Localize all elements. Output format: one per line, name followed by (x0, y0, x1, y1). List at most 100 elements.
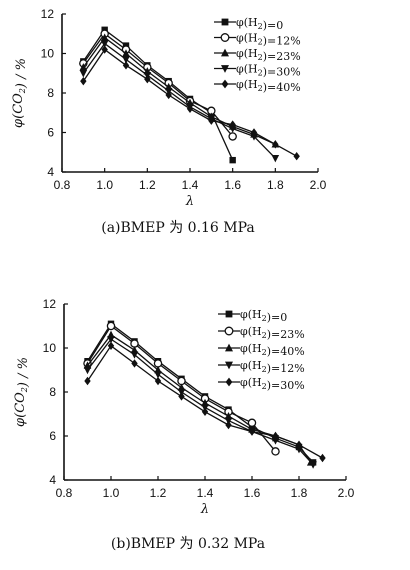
data-point (225, 420, 232, 430)
data-point (248, 427, 256, 436)
legend-marker (225, 377, 233, 387)
data-point (272, 431, 279, 441)
x-tick-label: 0.8 (54, 178, 71, 192)
legend-label: φ(H2)=23% (236, 47, 301, 63)
data-point (272, 140, 279, 149)
legend-marker (225, 343, 233, 352)
legend-label: φ(H2)=12% (236, 32, 301, 48)
series-4 (84, 341, 326, 463)
y-axis-label: φ(CO2) / % (11, 58, 29, 128)
data-point (79, 70, 88, 78)
y-axis-label: φ(CO2) / % (13, 357, 31, 427)
legend-label: φ(H2)=40% (240, 342, 305, 358)
legend-marker (224, 326, 234, 336)
x-tick-label: 2.0 (338, 486, 355, 500)
data-point (131, 359, 138, 368)
data-point (229, 120, 236, 129)
x-tick-label: 1.8 (267, 178, 284, 192)
y-tick-label: 12 (43, 297, 57, 311)
x-axis-label: λ (200, 502, 209, 517)
y-tick-label: 6 (49, 429, 56, 443)
series-4 (80, 45, 300, 161)
x-tick-label: 1.4 (197, 486, 214, 500)
chart-b: 0.8 1.0 1.2 1.4 1.6 1.8 2.0 4 6 8 10 12 λ φ(CO2) / % φ… (13, 297, 355, 552)
data-point (201, 407, 209, 416)
x-tick-label: 1.2 (150, 486, 167, 500)
data-point (154, 376, 162, 386)
y-tick-label: 4 (49, 473, 56, 487)
data-point (84, 376, 91, 386)
y-tick-label: 4 (47, 165, 54, 179)
data-point (107, 336, 115, 344)
x-tick-label: 1.0 (103, 486, 120, 500)
data-point (271, 154, 280, 163)
data-point (295, 446, 303, 454)
data-point (228, 132, 237, 141)
legend-label: φ(H2)=30% (240, 376, 305, 392)
y-tick-label: 8 (49, 385, 56, 399)
data-point (122, 49, 130, 57)
x-tick-label: 1.4 (182, 178, 199, 192)
y-tick-label: 12 (41, 7, 55, 21)
data-point (250, 128, 258, 137)
series-line (86, 338, 314, 466)
data-point (79, 63, 88, 71)
data-point (130, 351, 139, 359)
data-point (208, 116, 215, 125)
data-point (271, 447, 280, 456)
y-tick-label: 6 (47, 126, 54, 140)
data-point (229, 156, 236, 164)
data-point (80, 76, 87, 86)
legend-label: φ(H2)=0 (240, 308, 287, 324)
legend-label: φ(H2)=12% (240, 359, 305, 375)
legend: φ(H2)=0φ(H2)=12%φ(H2)=23%φ(H2)=30%φ(H2)=… (214, 16, 301, 94)
data-point (122, 61, 130, 70)
y-tick-label: 10 (43, 341, 57, 355)
data-point (178, 392, 185, 401)
legend-label: φ(H2)=23% (240, 325, 305, 341)
data-point (154, 371, 162, 379)
y-tick-label: 8 (47, 86, 54, 100)
x-tick-label: 0.8 (56, 486, 73, 500)
x-tick-label: 1.2 (139, 178, 156, 192)
data-point (319, 453, 326, 463)
chart-a: 0.8 1.0 1.2 1.4 1.6 1.8 2.0 4 6 8 10 12 λ φ(CO2) / % φ… (11, 7, 327, 236)
legend-marker (221, 79, 229, 89)
legend-marker (221, 48, 229, 57)
x-tick-label: 1.6 (244, 486, 261, 500)
data-point (186, 104, 194, 113)
legend-marker (225, 361, 233, 370)
legend-label: φ(H2)=40% (236, 78, 301, 94)
x-tick-label: 2.0 (310, 178, 327, 192)
data-point (144, 74, 151, 84)
data-point (228, 125, 237, 133)
legend-label: φ(H2)=30% (236, 63, 301, 79)
data-point (100, 33, 109, 41)
legend-marker (225, 310, 233, 318)
data-point (295, 440, 303, 449)
x-tick-label: 1.8 (291, 486, 308, 500)
data-point (107, 341, 115, 350)
caption: (b)BMEP 为 0.32 MPa (111, 536, 265, 552)
data-point (309, 461, 317, 469)
y-tick-label: 10 (41, 47, 55, 61)
x-tick-label: 1.6 (224, 178, 241, 192)
legend-marker (220, 33, 230, 42)
x-axis-label: λ (185, 194, 194, 209)
data-point (101, 45, 108, 54)
x-tick-label: 1.0 (96, 178, 113, 192)
legend-label: φ(H2)=0 (236, 16, 283, 32)
caption: (a)BMEP 为 0.16 MPa (101, 220, 255, 236)
series-0 (84, 320, 317, 466)
series-line (82, 42, 276, 159)
legend-marker (221, 65, 229, 73)
data-point (250, 133, 258, 141)
data-point (293, 152, 300, 161)
data-point (100, 40, 109, 48)
data-point (165, 90, 172, 100)
series-line (82, 36, 276, 145)
data-point (271, 437, 280, 445)
legend: φ(H2)=0φ(H2)=23%φ(H2)=40%φ(H2)=12%φ(H2)=… (218, 308, 305, 392)
data-point (122, 56, 130, 64)
